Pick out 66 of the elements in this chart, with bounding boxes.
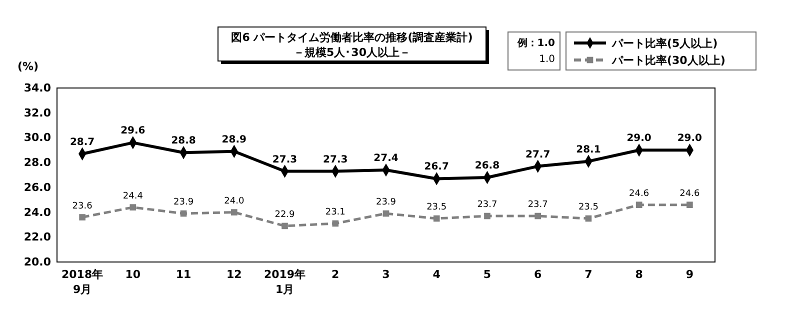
data-label: 27.3 bbox=[323, 154, 348, 166]
point bbox=[433, 215, 440, 222]
point bbox=[332, 220, 339, 227]
data-label: 24.0 bbox=[224, 196, 244, 206]
y-tick-label: 26.0 bbox=[24, 180, 52, 194]
point bbox=[686, 202, 693, 208]
data-label: 27.3 bbox=[272, 154, 298, 166]
x-tick-label: 11 bbox=[176, 268, 192, 281]
chart-subtitle: －規模5人･30人以上－ bbox=[294, 46, 410, 59]
x-tick-label: 7 bbox=[584, 268, 592, 281]
data-label: 24.6 bbox=[629, 188, 650, 199]
data-label: 27.4 bbox=[374, 153, 398, 164]
data-label: 29.6 bbox=[120, 126, 146, 137]
data-label: 27.7 bbox=[526, 149, 550, 160]
x-tick-label: 5 bbox=[483, 268, 492, 281]
data-label: 24.4 bbox=[122, 191, 144, 202]
point bbox=[585, 215, 592, 222]
y-tick-label: 32.0 bbox=[24, 106, 52, 120]
x-tick-label: 3 bbox=[382, 268, 390, 281]
y-axis-title: (%) bbox=[17, 60, 39, 73]
data-label: 23.6 bbox=[72, 201, 93, 212]
data-label: 24.6 bbox=[680, 188, 700, 199]
data-label: 28.8 bbox=[171, 136, 196, 147]
y-tick-label: 24.0 bbox=[24, 206, 52, 219]
point bbox=[282, 222, 288, 230]
point bbox=[534, 212, 542, 220]
data-label: 23.9 bbox=[376, 198, 396, 208]
label-key-box: 例：1.0 1.0 bbox=[508, 32, 560, 70]
x-tick-label: 2 bbox=[332, 268, 340, 281]
y-tick-label: 22.0 bbox=[24, 230, 52, 244]
chart-title: 図6 パートタイム労働者比率の推移(調査産業計) bbox=[231, 31, 473, 44]
x-tick-label: 6 bbox=[534, 268, 542, 281]
legend-label: パート比率(30人以上) bbox=[611, 54, 726, 67]
data-label: 22.9 bbox=[274, 210, 296, 220]
point bbox=[180, 210, 187, 217]
y-tick-label: 20.0 bbox=[24, 256, 52, 269]
data-label: 28.1 bbox=[576, 144, 601, 156]
x-tick-label: 10 bbox=[125, 268, 141, 281]
data-label: 28.9 bbox=[222, 134, 247, 146]
y-tick-label: 30.0 bbox=[24, 131, 52, 144]
point bbox=[636, 202, 642, 208]
x-tick-label: 4 bbox=[432, 268, 441, 281]
x-tick-label: 12 bbox=[226, 268, 242, 281]
point bbox=[130, 204, 136, 210]
point bbox=[230, 209, 238, 216]
x-tick-label: 2018年 9月 bbox=[61, 268, 104, 296]
point bbox=[382, 210, 390, 217]
data-label: 23.7 bbox=[477, 200, 498, 210]
y-tick-label: 28.0 bbox=[24, 156, 52, 170]
data-label: 29.0 bbox=[677, 133, 702, 144]
y-tick-label: 34.0 bbox=[24, 82, 52, 95]
data-label: 23.5 bbox=[578, 202, 598, 212]
data-label: 29.0 bbox=[626, 133, 652, 144]
point bbox=[79, 214, 86, 220]
data-label: 23.9 bbox=[174, 198, 194, 208]
point bbox=[484, 212, 490, 220]
data-label: 28.7 bbox=[70, 136, 95, 148]
legend-label: パート比率(5人以上) bbox=[611, 37, 718, 50]
data-label: 26.8 bbox=[474, 160, 500, 172]
data-label: 26.7 bbox=[424, 162, 449, 173]
x-tick-label: 2019年 1月 bbox=[264, 268, 306, 296]
x-tick-label: 9 bbox=[686, 268, 694, 281]
x-tick-label: 8 bbox=[635, 268, 643, 281]
data-label: 23.7 bbox=[528, 200, 548, 210]
data-label: 23.1 bbox=[325, 207, 346, 218]
data-label: 23.5 bbox=[426, 202, 447, 212]
